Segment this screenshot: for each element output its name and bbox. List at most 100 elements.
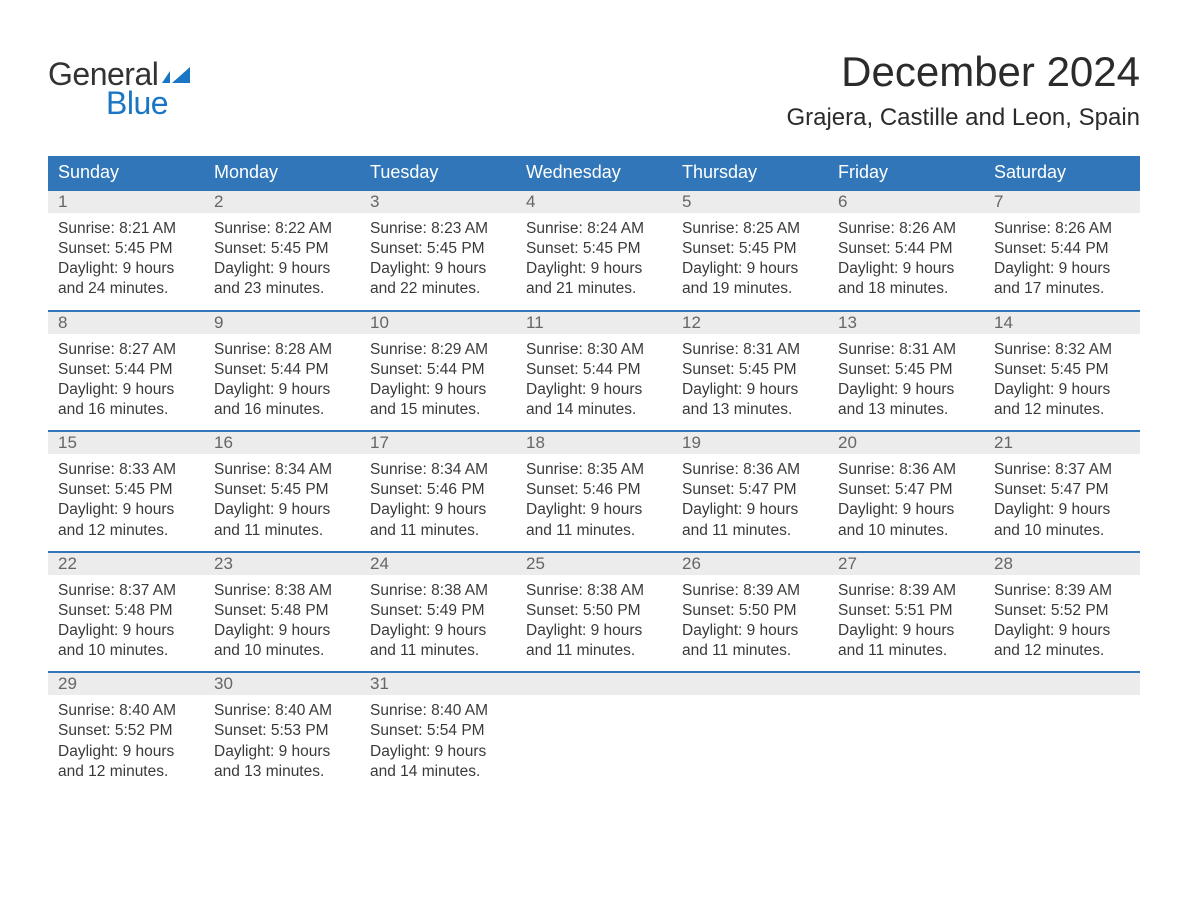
day-header-wednesday: Wednesday [516,156,672,189]
sunset-text: Sunset: 5:45 PM [214,239,350,259]
daylight-text-1: Daylight: 9 hours [58,380,194,400]
sunrise-text: Sunrise: 8:21 AM [58,219,194,239]
day-cell: Sunrise: 8:30 AMSunset: 5:44 PMDaylight:… [516,334,672,431]
daylight-text-1: Daylight: 9 hours [214,380,350,400]
sunrise-text: Sunrise: 8:34 AM [370,460,506,480]
day-cell: Sunrise: 8:26 AMSunset: 5:44 PMDaylight:… [984,213,1140,310]
day-cell: Sunrise: 8:22 AMSunset: 5:45 PMDaylight:… [204,213,360,310]
sunrise-text: Sunrise: 8:37 AM [58,581,194,601]
day-cell: Sunrise: 8:39 AMSunset: 5:52 PMDaylight:… [984,575,1140,672]
week-content-row: Sunrise: 8:27 AMSunset: 5:44 PMDaylight:… [48,334,1140,431]
day-cell: Sunrise: 8:33 AMSunset: 5:45 PMDaylight:… [48,454,204,551]
sunrise-text: Sunrise: 8:28 AM [214,340,350,360]
month-title: December 2024 [786,48,1140,96]
day-number: 14 [984,312,1140,334]
daylight-text-1: Daylight: 9 hours [682,380,818,400]
header: General Blue December 2024 Grajera, Cast… [48,48,1140,132]
daylight-text-1: Daylight: 9 hours [214,621,350,641]
sunset-text: Sunset: 5:50 PM [526,601,662,621]
daylight-text-1: Daylight: 9 hours [838,621,974,641]
sunset-text: Sunset: 5:44 PM [370,360,506,380]
sunrise-text: Sunrise: 8:38 AM [526,581,662,601]
day-cell: Sunrise: 8:24 AMSunset: 5:45 PMDaylight:… [516,213,672,310]
week-number-row: 891011121314 [48,310,1140,334]
sunrise-text: Sunrise: 8:27 AM [58,340,194,360]
sunrise-text: Sunrise: 8:32 AM [994,340,1130,360]
daylight-text-1: Daylight: 9 hours [994,621,1130,641]
daylight-text-1: Daylight: 9 hours [526,621,662,641]
daylight-text-1: Daylight: 9 hours [526,380,662,400]
daylight-text-2: and 18 minutes. [838,279,974,299]
day-number: 15 [48,432,204,454]
daylight-text-1: Daylight: 9 hours [370,621,506,641]
daylight-text-2: and 11 minutes. [370,641,506,661]
sunrise-text: Sunrise: 8:31 AM [838,340,974,360]
sunset-text: Sunset: 5:50 PM [682,601,818,621]
daylight-text-1: Daylight: 9 hours [994,380,1130,400]
day-cell: Sunrise: 8:40 AMSunset: 5:54 PMDaylight:… [360,695,516,792]
week-number-row: 293031 [48,671,1140,695]
sunset-text: Sunset: 5:47 PM [838,480,974,500]
day-cell: Sunrise: 8:36 AMSunset: 5:47 PMDaylight:… [828,454,984,551]
day-cell: Sunrise: 8:31 AMSunset: 5:45 PMDaylight:… [672,334,828,431]
daylight-text-2: and 22 minutes. [370,279,506,299]
daylight-text-1: Daylight: 9 hours [838,380,974,400]
day-number: 23 [204,553,360,575]
day-header-tuesday: Tuesday [360,156,516,189]
day-cell [516,695,672,792]
day-number: 31 [360,673,516,695]
daylight-text-1: Daylight: 9 hours [994,500,1130,520]
daylight-text-2: and 11 minutes. [370,521,506,541]
day-number: 11 [516,312,672,334]
day-cell: Sunrise: 8:27 AMSunset: 5:44 PMDaylight:… [48,334,204,431]
day-number: 22 [48,553,204,575]
day-header-sunday: Sunday [48,156,204,189]
sunrise-text: Sunrise: 8:37 AM [994,460,1130,480]
daylight-text-2: and 11 minutes. [526,521,662,541]
sunset-text: Sunset: 5:44 PM [838,239,974,259]
daylight-text-2: and 11 minutes. [682,521,818,541]
daylight-text-2: and 19 minutes. [682,279,818,299]
day-cell: Sunrise: 8:37 AMSunset: 5:47 PMDaylight:… [984,454,1140,551]
day-cell: Sunrise: 8:21 AMSunset: 5:45 PMDaylight:… [48,213,204,310]
daylight-text-2: and 10 minutes. [214,641,350,661]
day-number: 24 [360,553,516,575]
daylight-text-1: Daylight: 9 hours [370,500,506,520]
day-number: 10 [360,312,516,334]
daylight-text-2: and 16 minutes. [58,400,194,420]
day-cell: Sunrise: 8:29 AMSunset: 5:44 PMDaylight:… [360,334,516,431]
day-number: 13 [828,312,984,334]
sunrise-text: Sunrise: 8:39 AM [838,581,974,601]
sunset-text: Sunset: 5:48 PM [214,601,350,621]
day-number: 3 [360,191,516,213]
day-number: 16 [204,432,360,454]
daylight-text-1: Daylight: 9 hours [682,500,818,520]
daylight-text-2: and 10 minutes. [994,521,1130,541]
logo-text-blue: Blue [106,85,192,122]
sunset-text: Sunset: 5:45 PM [214,480,350,500]
sunrise-text: Sunrise: 8:33 AM [58,460,194,480]
sunrise-text: Sunrise: 8:38 AM [214,581,350,601]
sunset-text: Sunset: 5:45 PM [370,239,506,259]
daylight-text-1: Daylight: 9 hours [838,500,974,520]
sunset-text: Sunset: 5:45 PM [526,239,662,259]
day-cell: Sunrise: 8:26 AMSunset: 5:44 PMDaylight:… [828,213,984,310]
day-cell: Sunrise: 8:38 AMSunset: 5:49 PMDaylight:… [360,575,516,672]
daylight-text-2: and 11 minutes. [214,521,350,541]
day-cell: Sunrise: 8:40 AMSunset: 5:52 PMDaylight:… [48,695,204,792]
sunset-text: Sunset: 5:44 PM [214,360,350,380]
sunset-text: Sunset: 5:45 PM [58,239,194,259]
sunset-text: Sunset: 5:46 PM [526,480,662,500]
week-number-row: 15161718192021 [48,430,1140,454]
day-number: 1 [48,191,204,213]
daylight-text-2: and 13 minutes. [682,400,818,420]
daylight-text-1: Daylight: 9 hours [370,742,506,762]
daylight-text-1: Daylight: 9 hours [58,500,194,520]
daylight-text-2: and 12 minutes. [994,641,1130,661]
sunrise-text: Sunrise: 8:22 AM [214,219,350,239]
daylight-text-1: Daylight: 9 hours [370,259,506,279]
sunrise-text: Sunrise: 8:40 AM [370,701,506,721]
sunset-text: Sunset: 5:45 PM [838,360,974,380]
sunrise-text: Sunrise: 8:24 AM [526,219,662,239]
day-cell: Sunrise: 8:34 AMSunset: 5:45 PMDaylight:… [204,454,360,551]
